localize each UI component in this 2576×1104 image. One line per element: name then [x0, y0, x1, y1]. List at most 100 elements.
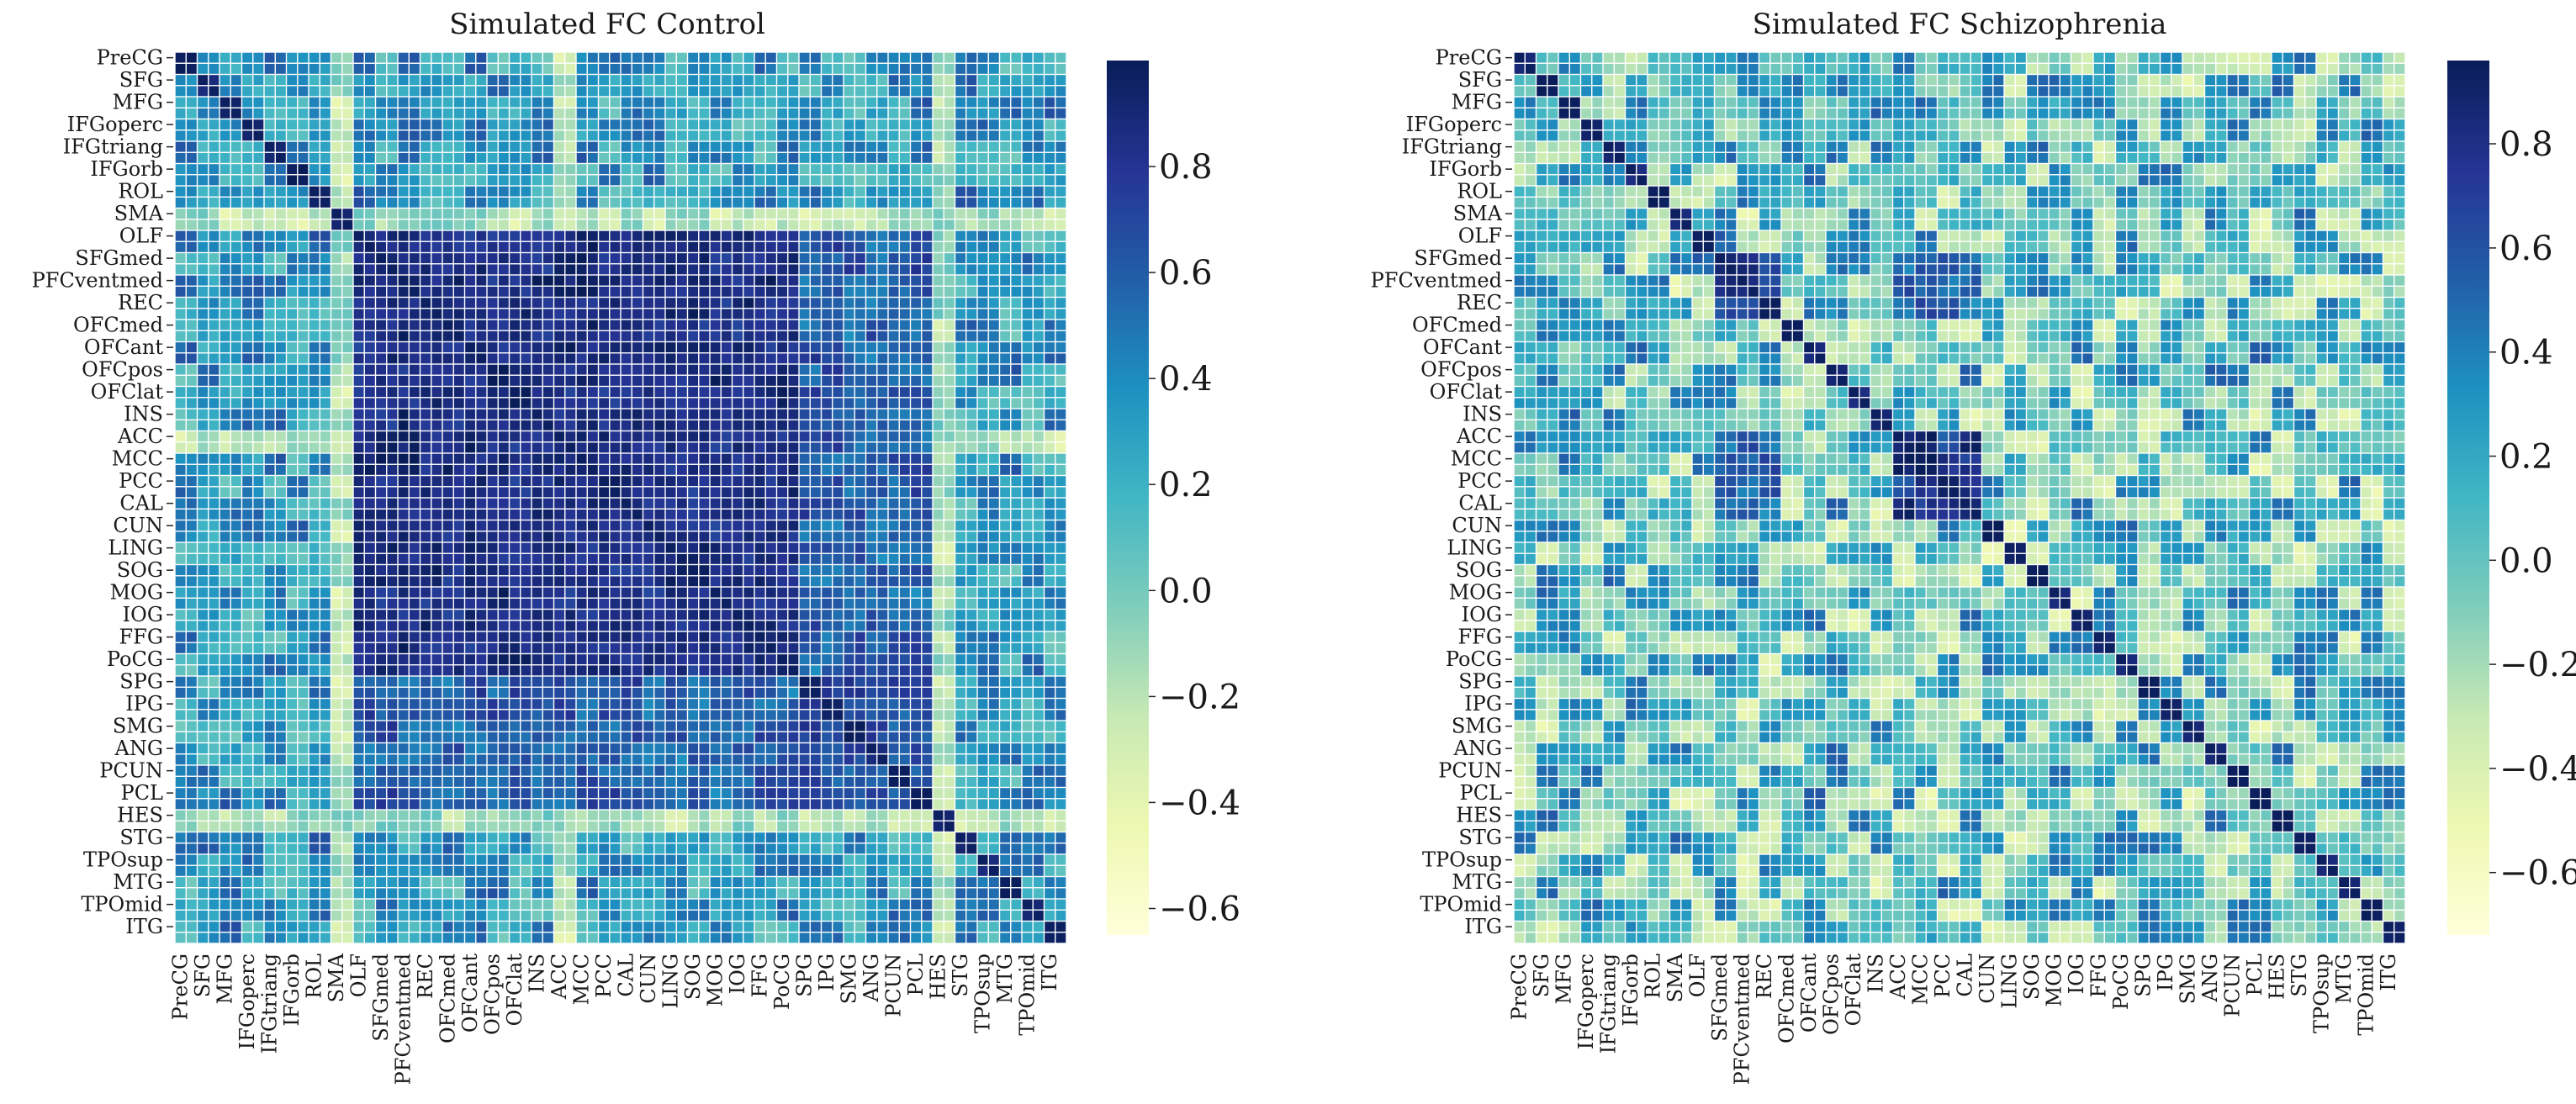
heatmap-cell — [688, 63, 699, 74]
heatmap-cell — [743, 509, 754, 520]
heatmap-cell — [275, 230, 286, 241]
heatmap-cell — [654, 598, 665, 609]
heatmap-cell — [1011, 330, 1022, 341]
heatmap-cell — [253, 97, 264, 108]
heatmap-cell — [487, 253, 498, 264]
heatmap-cell — [376, 621, 387, 631]
heatmap-cell — [275, 342, 286, 353]
heatmap-cell — [688, 353, 699, 364]
heatmap-cell — [799, 75, 810, 86]
heatmap-cell — [676, 453, 687, 464]
heatmap-cell — [1055, 75, 1066, 86]
heatmap-cell — [854, 97, 865, 108]
heatmap-cell — [275, 309, 286, 320]
heatmap-cell — [331, 509, 342, 520]
heatmap-cell — [309, 253, 320, 264]
heatmap-cell — [253, 464, 264, 475]
heatmap-cell — [342, 654, 353, 665]
heatmap-cell — [733, 621, 743, 631]
heatmap-cell — [198, 487, 209, 498]
heatmap-cell — [854, 453, 865, 464]
heatmap-cell — [676, 330, 687, 341]
heatmap-cell — [688, 75, 699, 86]
heatmap-cell — [242, 553, 253, 564]
heatmap-cell — [431, 320, 442, 330]
heatmap-cell — [944, 264, 955, 275]
heatmap-cell — [621, 130, 632, 141]
heatmap-cell — [264, 286, 275, 297]
heatmap-cell — [576, 598, 587, 609]
heatmap-cell — [944, 298, 955, 309]
heatmap-cell — [911, 241, 922, 252]
heatmap-cell — [710, 631, 721, 642]
heatmap-cell — [955, 687, 966, 698]
heatmap-cell — [632, 676, 643, 687]
heatmap-cell — [1000, 219, 1011, 230]
heatmap-cell — [175, 487, 186, 498]
heatmap-cell — [510, 175, 521, 186]
heatmap-cell — [465, 420, 476, 431]
heatmap-cell — [376, 119, 387, 130]
heatmap-cell — [710, 598, 721, 609]
heatmap-cell — [220, 175, 230, 186]
heatmap-cell — [442, 598, 453, 609]
heatmap-cell — [765, 665, 776, 676]
heatmap-cell — [899, 453, 910, 464]
heatmap-cell — [331, 398, 342, 409]
heatmap-cell — [331, 230, 342, 241]
heatmap-cell — [253, 509, 264, 520]
heatmap-cell — [198, 676, 209, 687]
heatmap-cell — [621, 353, 632, 364]
heatmap-cell — [342, 75, 353, 86]
heatmap-cell — [599, 97, 610, 108]
heatmap-cell — [854, 431, 865, 442]
heatmap-cell — [799, 141, 810, 152]
heatmap-cell — [810, 721, 821, 732]
heatmap-cell — [1022, 52, 1033, 63]
heatmap-cell — [398, 409, 409, 420]
heatmap-cell — [833, 464, 844, 475]
heatmap-cell — [754, 498, 765, 509]
heatmap-cell — [610, 487, 621, 498]
heatmap-cell — [487, 330, 498, 341]
heatmap-cell — [922, 164, 933, 175]
heatmap-cell — [565, 442, 576, 453]
heatmap-cell — [298, 743, 309, 754]
heatmap-cell — [175, 130, 186, 141]
heatmap-cell — [532, 453, 542, 464]
heatmap-cell — [733, 387, 743, 398]
heatmap-cell — [476, 687, 487, 698]
heatmap-cell — [955, 298, 966, 309]
heatmap-cell — [743, 710, 754, 721]
heatmap-cell — [320, 52, 331, 63]
heatmap-cell — [587, 219, 598, 230]
heatmap-cell — [186, 531, 197, 542]
heatmap-cell — [822, 286, 833, 297]
heatmap-cell — [833, 108, 844, 119]
heatmap-cell — [688, 298, 699, 309]
heatmap-cell — [654, 152, 665, 163]
heatmap-cell — [353, 97, 364, 108]
heatmap-cell — [844, 710, 854, 721]
heatmap-cell — [309, 364, 320, 375]
heatmap-cell — [387, 342, 398, 353]
heatmap-cell — [688, 476, 699, 487]
heatmap-cell — [320, 553, 331, 564]
heatmap-cell — [665, 453, 676, 464]
heatmap-cell — [510, 209, 521, 219]
heatmap-cell — [421, 542, 431, 553]
heatmap-cell — [353, 63, 364, 74]
heatmap-cell — [498, 353, 509, 364]
heatmap-cell — [421, 398, 431, 409]
heatmap-cell — [587, 587, 598, 598]
heatmap-cell — [1045, 665, 1055, 676]
heatmap-cell — [988, 654, 999, 665]
heatmap-cell — [230, 487, 241, 498]
heatmap-cell — [621, 175, 632, 186]
heatmap-cell — [1011, 621, 1022, 631]
heatmap-cell — [331, 420, 342, 431]
heatmap-cell — [944, 86, 955, 97]
heatmap-cell — [587, 487, 598, 498]
heatmap-cell — [799, 409, 810, 420]
heatmap-cell — [554, 209, 565, 219]
